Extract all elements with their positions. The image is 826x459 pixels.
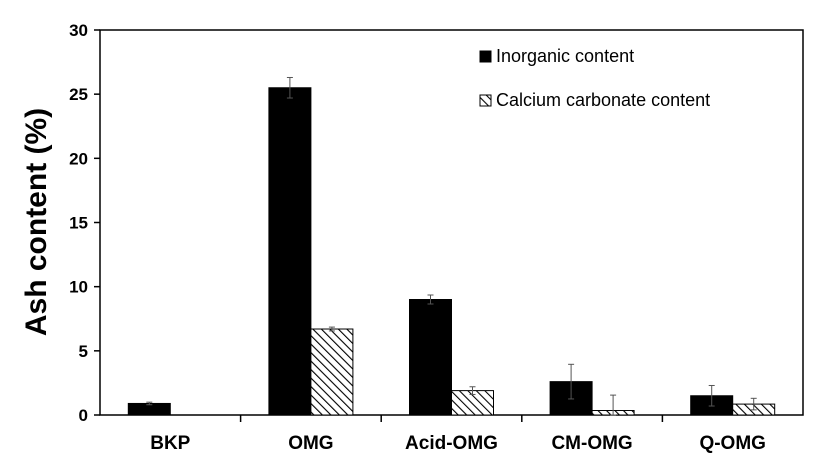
x-category-label: OMG	[288, 433, 333, 454]
plot-area: 0 5 10 15 20 25 30 BKP OMG Acid-OMG CM-OMG Q-OMG Ino…	[69, 21, 804, 454]
x-category-label: Acid-OMG	[405, 433, 498, 454]
legend-swatch	[479, 50, 492, 63]
legend-label: Calcium carbonate content	[496, 90, 710, 110]
bar-inorganic	[268, 87, 312, 416]
y-tick-label: 5	[79, 342, 88, 361]
y-tick-label: 30	[69, 21, 88, 40]
y-tick-label: 0	[79, 406, 88, 425]
x-category-label: CM-OMG	[551, 433, 632, 454]
y-tick-label: 10	[69, 278, 88, 297]
legend-swatch	[479, 94, 492, 107]
y-axis-title: Ash content (%)	[20, 108, 53, 336]
y-tick-label: 15	[69, 214, 88, 233]
bar-calcium-carbonate	[310, 328, 354, 416]
y-tick-label: 25	[69, 85, 88, 104]
bar-inorganic	[409, 299, 452, 416]
y-tick-label: 20	[69, 149, 88, 168]
legend-label: Inorganic content	[496, 46, 634, 66]
x-category-label: Q-OMG	[699, 433, 766, 454]
x-category-label: BKP	[150, 433, 190, 454]
